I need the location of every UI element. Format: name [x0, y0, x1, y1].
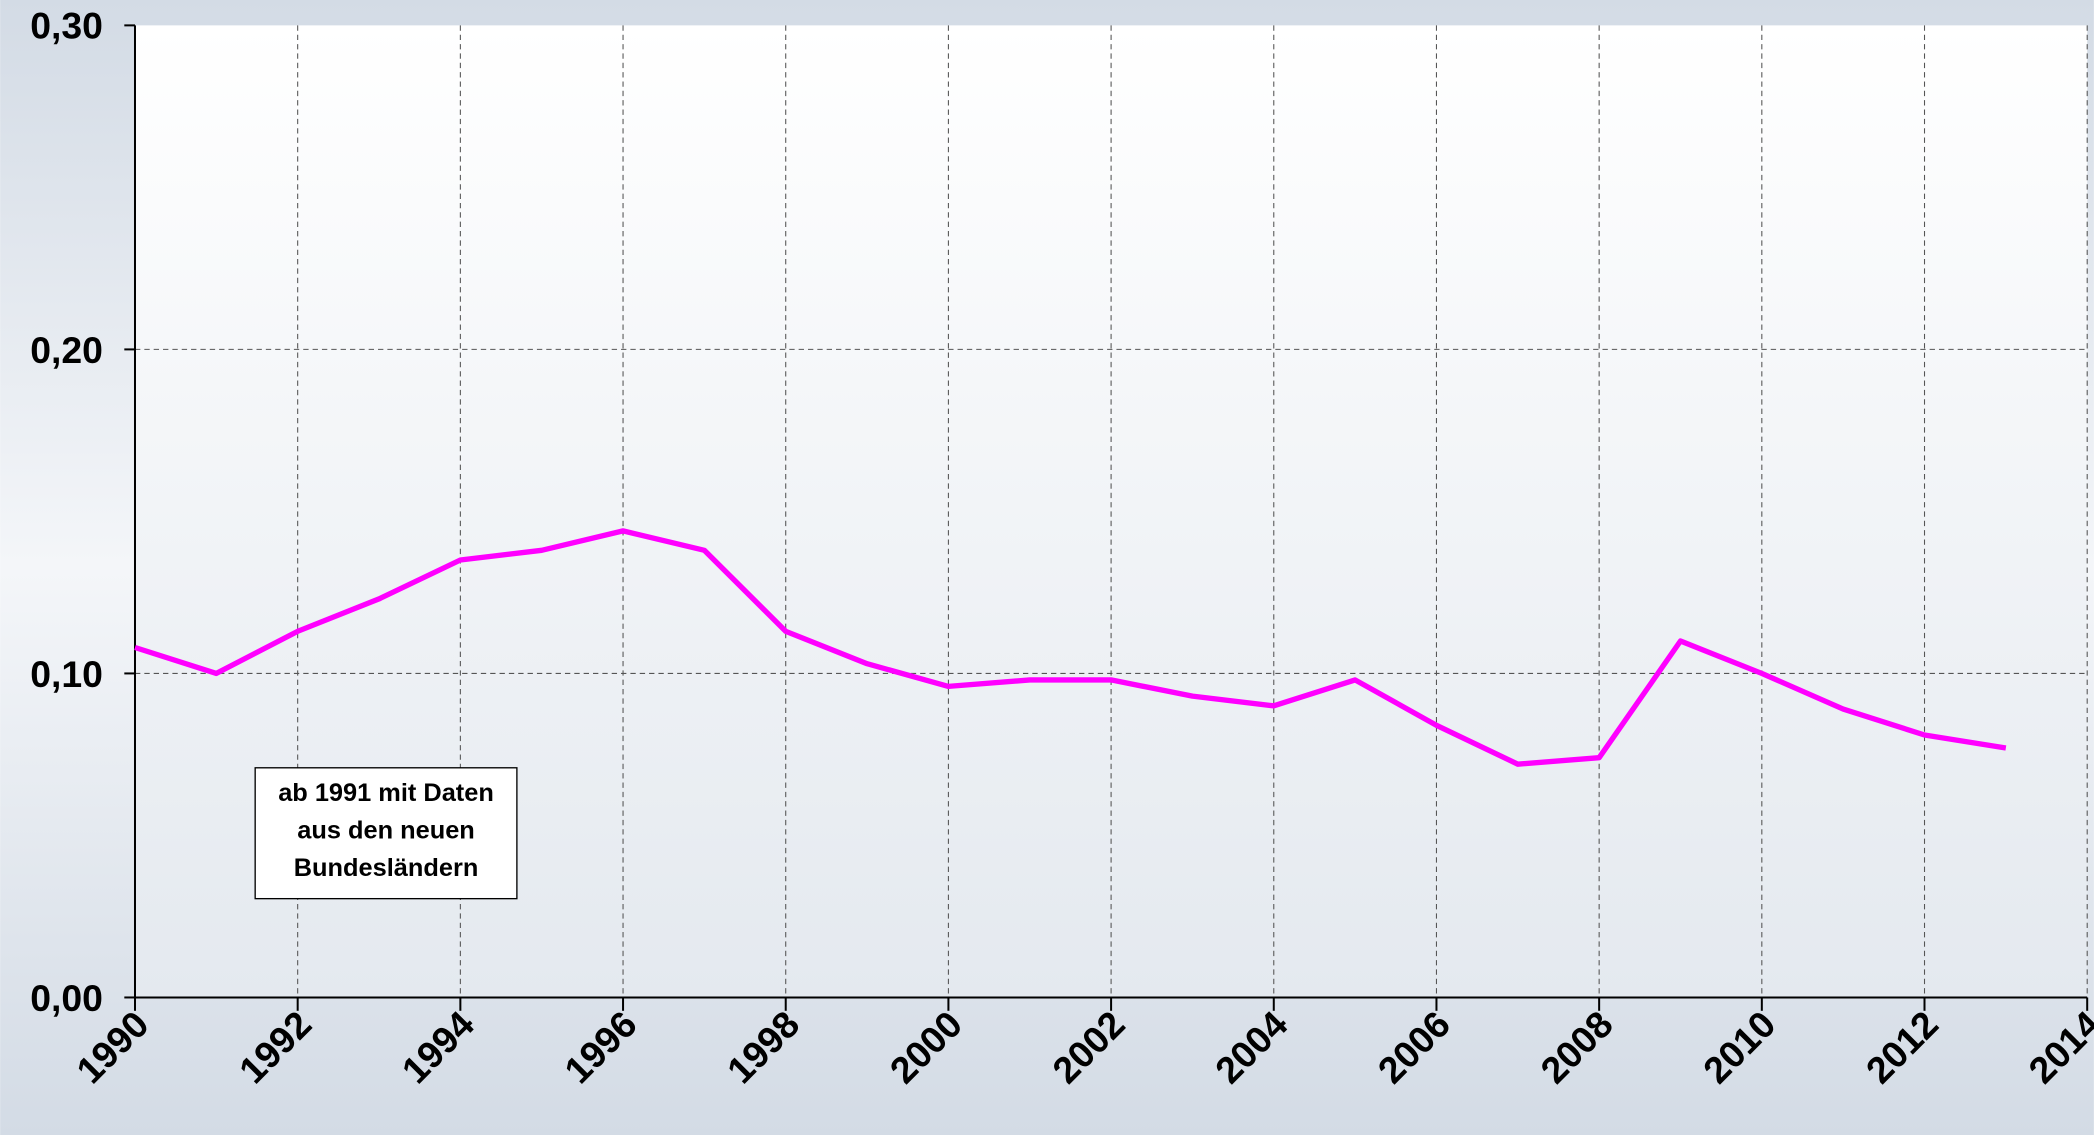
y-tick-label: 0,10 [30, 653, 103, 695]
y-tick-label: 0,00 [30, 977, 103, 1019]
annotation-text: Bundesländern [294, 854, 479, 882]
data-line [134, 528, 2007, 767]
y-tick-label: 0,30 [30, 5, 103, 47]
annotation-text: ab 1991 mit Daten [278, 779, 494, 807]
y-tick-label: 0,20 [30, 329, 103, 371]
annotation-box [254, 767, 518, 900]
annotation-text: aus den neuen [297, 817, 475, 845]
